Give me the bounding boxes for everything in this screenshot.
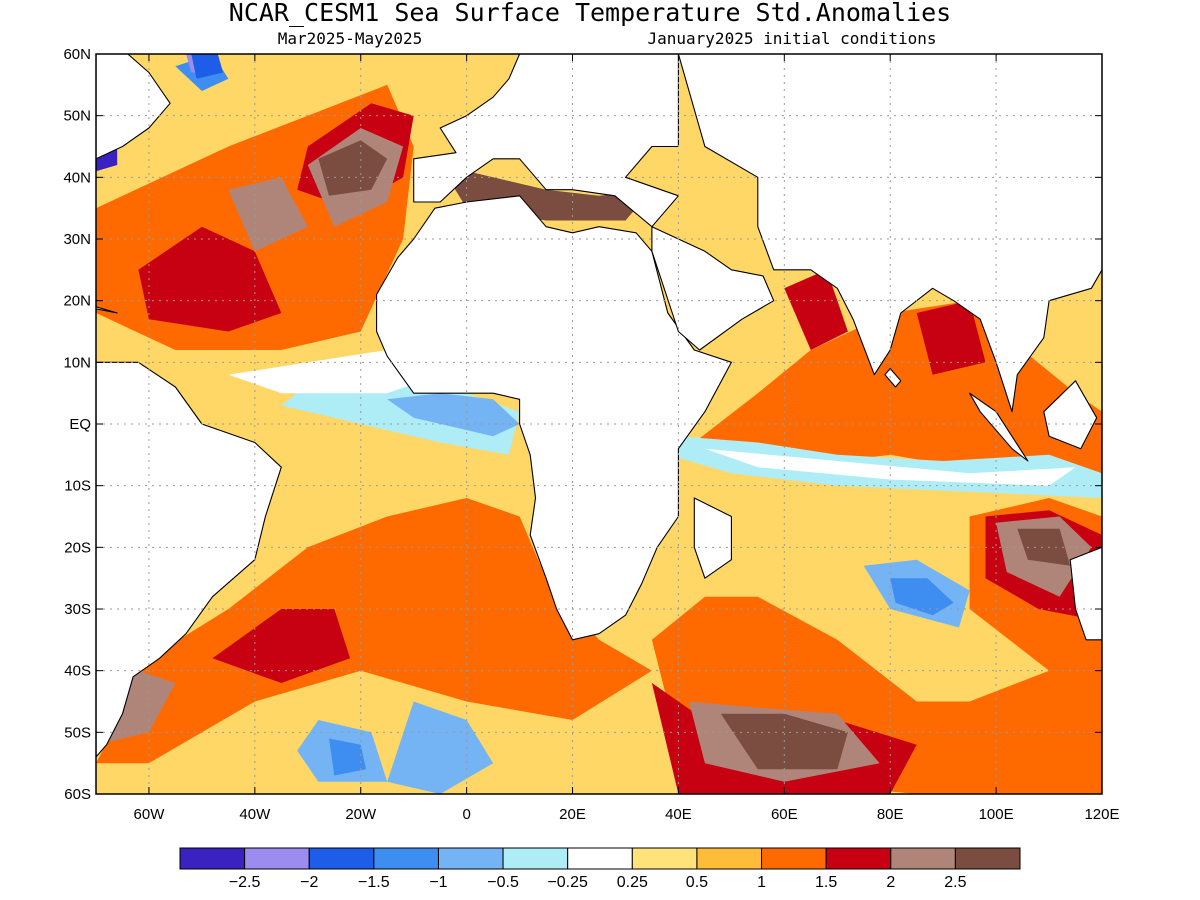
anomaly-region-30 — [890, 578, 954, 616]
anomaly-region-17 — [318, 140, 388, 196]
anomaly-region-10 — [784, 269, 848, 350]
colorbar-swatch — [244, 847, 310, 870]
lon-tick-label: 40E — [665, 806, 692, 823]
map-subtitle-period: Mar2025-May2025 — [278, 29, 423, 48]
lat-tick-label: 50N — [63, 108, 91, 125]
lat-tick-label: 50S — [64, 724, 91, 741]
land-mass-0 — [96, 361, 282, 758]
lat-tick-label: 20N — [63, 293, 91, 310]
land-mass-8 — [969, 392, 1029, 462]
colorbar-label: 1.5 — [815, 874, 837, 891]
lat-tick-label: EQ — [69, 416, 91, 433]
anomaly-region-13 — [228, 177, 308, 252]
colorbar-label: −1 — [429, 874, 447, 891]
land-mass-6 — [651, 226, 775, 351]
map-subtitle-init: January2025 initial conditions — [648, 29, 937, 48]
land-mass-11 — [884, 367, 902, 388]
anomaly-region-5 — [138, 226, 282, 332]
land-mass-5 — [413, 54, 679, 228]
colorbar-swatch — [761, 847, 827, 870]
colorbar-swatch — [179, 847, 246, 870]
colorbar-swatch — [502, 847, 569, 870]
colorbar-label: −2 — [300, 874, 318, 891]
anomaly-layer — [96, 54, 1102, 794]
land-mass-4 — [693, 497, 732, 579]
land-mass-2 — [96, 306, 118, 314]
land-mass-7 — [677, 54, 1102, 413]
lat-tick-label: 30S — [64, 601, 91, 618]
lat-tick-label: 60N — [63, 46, 91, 63]
lon-tick-label: 0 — [462, 806, 470, 823]
colorbar: −2.5 −2 −1.5 −1 −0.5 −0.25 0.25 0.5 1 1.5 2 2.5 — [179, 847, 1021, 891]
colorbar-label: −0.25 — [547, 874, 588, 891]
lon-tick-label: 40W — [239, 806, 271, 823]
land-layer — [96, 54, 1102, 758]
colorbar-label: 2.5 — [944, 874, 966, 891]
colorbar-swatch — [696, 847, 763, 870]
land-mass-3 — [376, 195, 732, 641]
anomaly-region-19 — [1017, 528, 1071, 566]
anomaly-region-23 — [228, 350, 441, 394]
colorbar-label: 1 — [757, 874, 766, 891]
lat-tick-label: 40S — [64, 663, 91, 680]
anomaly-region-26 — [387, 701, 494, 794]
colorbar-swatch — [825, 847, 892, 870]
lon-tick-label: 120E — [1084, 806, 1119, 823]
colorbar-label: −0.5 — [487, 874, 519, 891]
anomaly-region-34 — [191, 54, 224, 79]
anomaly-region-29 — [329, 738, 366, 776]
lon-tick-label: 20W — [345, 806, 377, 823]
anomaly-region-1 — [96, 498, 652, 764]
plot-area — [96, 54, 1102, 794]
colorbar-label: −1.5 — [358, 874, 390, 891]
colorbar-swatch — [437, 847, 504, 870]
lat-tick-label: 40N — [63, 169, 91, 186]
anomaly-region-7 — [212, 609, 351, 683]
lon-tick-label: 80E — [877, 806, 904, 823]
lat-tick-label: 60S — [64, 786, 91, 803]
lon-tick-label: 20E — [559, 806, 586, 823]
colorbar-label: 0.5 — [686, 874, 708, 891]
colorbar-swatch — [890, 847, 956, 870]
anomaly-region-11 — [916, 300, 986, 375]
lat-tick-label: 20S — [64, 539, 91, 556]
lat-tick-label: 30N — [63, 231, 91, 248]
lon-tick-label: 60W — [134, 806, 166, 823]
lon-tick-label: 60E — [771, 806, 798, 823]
lon-tick-label: 100E — [979, 806, 1014, 823]
colorbar-swatch — [373, 847, 439, 870]
colorbar-swatch — [567, 847, 633, 870]
anomaly-region-25 — [387, 393, 520, 437]
land-mass-9 — [1043, 380, 1098, 450]
colorbar-swatch — [631, 847, 698, 870]
lat-tick-label: 10N — [63, 354, 91, 371]
gridlines — [96, 54, 1102, 794]
axis-ticks: 60N 50N 40N 30N 20N 10N EQ 10S 20S 30S 40S 50S 60S 60… — [63, 46, 1119, 823]
lat-tick-label: 10S — [64, 478, 91, 495]
colorbar-label: −2.5 — [229, 874, 261, 891]
colorbar-swatch — [954, 847, 1021, 870]
land-mass-10 — [1069, 546, 1102, 641]
map-title: NCAR_CESM1 Sea Surface Temperature Std.A… — [229, 0, 951, 27]
colorbar-swatch — [308, 847, 375, 870]
colorbar-label: 0.25 — [617, 874, 648, 891]
colorbar-label: 2 — [886, 874, 895, 891]
